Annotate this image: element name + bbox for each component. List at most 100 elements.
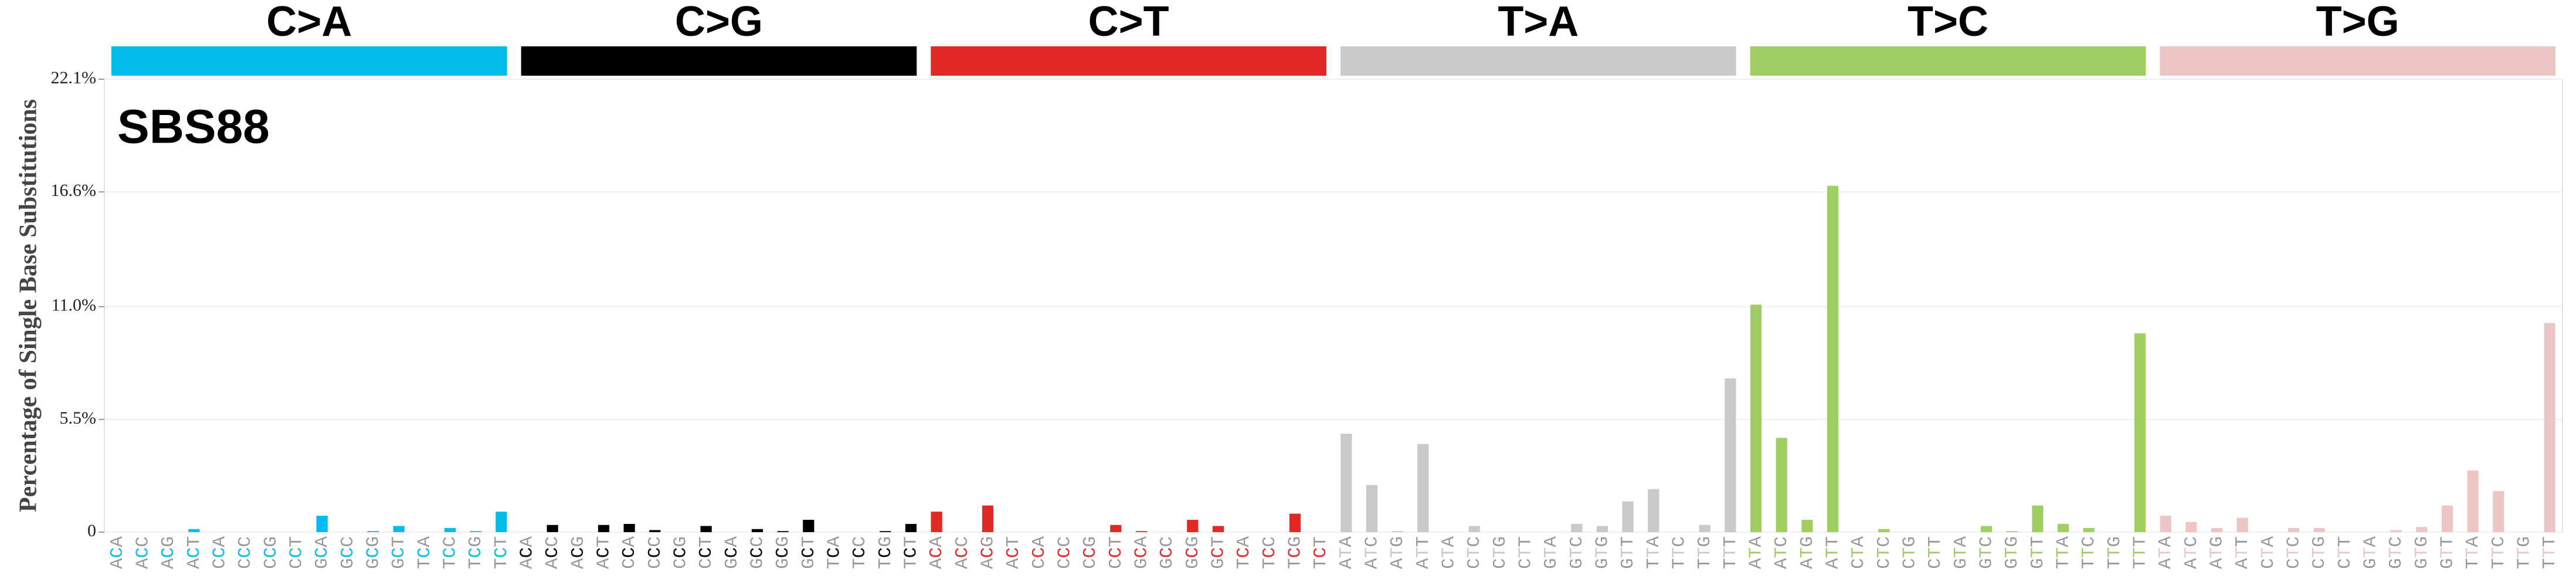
x-tick-part: G xyxy=(2105,536,2125,547)
x-tick-part: T xyxy=(824,558,845,569)
x-tick-part: C xyxy=(1029,558,1050,569)
x-tick-label: CTT xyxy=(2335,536,2356,569)
x-tick-label: CTG xyxy=(1900,536,1920,569)
x-tick-part: G xyxy=(1285,536,1306,547)
x-tick-part: T xyxy=(1490,547,1511,559)
x-tick-part: G xyxy=(312,558,332,569)
x-tick-part: T xyxy=(1593,547,1613,559)
x-tick-label: CTT xyxy=(1925,536,1946,569)
x-tick-part: A xyxy=(312,536,332,547)
x-tick-part: A xyxy=(1362,558,1383,569)
x-tick-part: C xyxy=(261,558,281,569)
x-tick-label: ATG xyxy=(1387,536,1408,569)
x-tick-label: ACG xyxy=(568,536,589,569)
bar xyxy=(1648,489,1659,532)
bar xyxy=(1725,378,1736,532)
bar xyxy=(1340,434,1352,532)
x-tick-part: C xyxy=(645,536,666,547)
group-bar xyxy=(2160,46,2555,76)
bar xyxy=(1750,304,1762,532)
group-bar xyxy=(111,46,507,76)
x-tick-label: GTA xyxy=(1951,536,1971,569)
x-tick-part: G xyxy=(748,558,768,569)
x-tick-part: T xyxy=(2489,547,2509,559)
x-tick-label: GCG xyxy=(364,536,384,569)
x-tick-part: T xyxy=(1439,547,1460,559)
bar xyxy=(1289,513,1301,532)
bar xyxy=(2287,528,2300,532)
x-tick-part: G xyxy=(1618,558,1638,569)
x-tick-part: A xyxy=(1951,536,1971,547)
x-tick-label: GTG xyxy=(2002,536,2022,569)
x-tick-part: A xyxy=(1336,558,1357,569)
y-tick-label: 5.5% xyxy=(60,408,97,428)
x-tick-part: T xyxy=(415,558,435,569)
x-tick-part: A xyxy=(542,558,563,569)
x-tick-part: G xyxy=(466,536,486,547)
x-tick-part: G xyxy=(2002,558,2022,569)
x-tick-part: C xyxy=(1106,547,1126,559)
bar xyxy=(2416,527,2428,532)
x-tick-part: G xyxy=(364,558,384,569)
x-tick-part: C xyxy=(1848,558,1869,569)
x-tick-label: ACT xyxy=(184,536,205,569)
x-tick-part: T xyxy=(2054,547,2074,559)
x-tick-label: ATA xyxy=(1746,536,1767,569)
x-tick-part: G xyxy=(1387,536,1408,547)
group-label: T>C xyxy=(1908,0,1988,45)
x-tick-part: A xyxy=(568,558,589,569)
x-tick-part: A xyxy=(1848,536,1869,547)
x-tick-label: ACA xyxy=(107,536,128,569)
bar xyxy=(2057,524,2069,532)
group-label: T>A xyxy=(1498,0,1579,45)
x-tick-label: GTA xyxy=(1541,536,1562,569)
x-tick-part: T xyxy=(1336,547,1357,559)
bar xyxy=(2083,528,2095,532)
x-tick-label: GTA xyxy=(2361,536,2381,569)
x-tick-part: T xyxy=(1900,547,1920,559)
bar xyxy=(444,528,456,532)
x-tick-part: T xyxy=(1925,547,1946,559)
x-tick-label: ACG xyxy=(978,536,999,569)
x-tick-part: A xyxy=(824,536,845,547)
x-tick-part: T xyxy=(1311,558,1331,569)
x-tick-part: T xyxy=(1285,558,1306,569)
x-tick-part: T xyxy=(1618,536,1638,547)
x-tick-label: ACG xyxy=(158,536,179,569)
x-tick-part: T xyxy=(1925,536,1946,547)
x-tick-part: A xyxy=(1336,536,1357,547)
x-tick-part: A xyxy=(1823,558,1844,569)
x-tick-part: T xyxy=(696,536,717,547)
x-tick-part: G xyxy=(2438,558,2458,569)
x-tick-label: TTG xyxy=(2105,536,2125,569)
x-tick-label: CTG xyxy=(1490,536,1511,569)
x-tick-part: C xyxy=(2489,536,2509,547)
x-tick-part: T xyxy=(1695,547,1715,559)
chart-title: SBS88 xyxy=(117,100,270,154)
x-tick-part: A xyxy=(184,558,205,569)
x-tick-part: T xyxy=(389,536,409,547)
x-tick-label: GTG xyxy=(1593,536,1613,569)
bar xyxy=(1980,526,1993,532)
y-axis-label: Percentage of Single Base Substitutions xyxy=(15,99,42,512)
x-tick-label: TTC xyxy=(2079,536,2099,569)
x-tick-part: C xyxy=(671,547,691,559)
x-tick-label: TCA xyxy=(824,536,845,569)
x-tick-label: TTG xyxy=(1695,536,1715,569)
group-label: C>G xyxy=(675,0,763,45)
x-tick-label: TCA xyxy=(415,536,435,569)
x-tick-part: C xyxy=(901,547,922,559)
x-tick-part: C xyxy=(287,547,307,559)
x-tick-label: CTA xyxy=(2258,536,2279,569)
x-tick-part: T xyxy=(2309,547,2330,559)
x-tick-part: A xyxy=(158,558,179,569)
x-tick-part: A xyxy=(517,536,538,547)
x-tick-label: GTT xyxy=(2438,536,2458,569)
x-tick-label: CCA xyxy=(210,536,230,569)
bar xyxy=(495,512,507,532)
x-tick-part: C xyxy=(748,536,768,547)
x-tick-part: T xyxy=(1951,547,1971,559)
x-tick-part: T xyxy=(2054,558,2074,569)
x-tick-part: C xyxy=(952,536,973,547)
group-bar xyxy=(521,46,917,76)
